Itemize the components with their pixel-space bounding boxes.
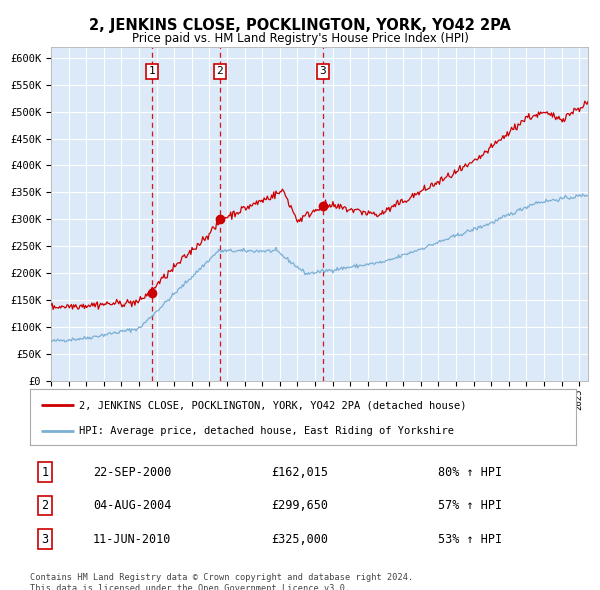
Text: 22-SEP-2000: 22-SEP-2000 [93,466,171,478]
Text: 2: 2 [41,499,49,512]
Text: 53% ↑ HPI: 53% ↑ HPI [438,533,502,546]
Text: Price paid vs. HM Land Registry's House Price Index (HPI): Price paid vs. HM Land Registry's House … [131,32,469,45]
Text: 57% ↑ HPI: 57% ↑ HPI [438,499,502,512]
Text: 1: 1 [149,67,155,76]
Text: 1: 1 [41,466,49,478]
Text: £325,000: £325,000 [271,533,329,546]
Text: 2, JENKINS CLOSE, POCKLINGTON, YORK, YO42 2PA: 2, JENKINS CLOSE, POCKLINGTON, YORK, YO4… [89,18,511,32]
Text: 04-AUG-2004: 04-AUG-2004 [93,499,171,512]
Text: 2: 2 [217,67,223,76]
Text: £299,650: £299,650 [271,499,329,512]
Text: Contains HM Land Registry data © Crown copyright and database right 2024.
This d: Contains HM Land Registry data © Crown c… [30,573,413,590]
Text: 3: 3 [41,533,49,546]
Text: 3: 3 [319,67,326,76]
Text: HPI: Average price, detached house, East Riding of Yorkshire: HPI: Average price, detached house, East… [79,427,454,437]
Text: 80% ↑ HPI: 80% ↑ HPI [438,466,502,478]
Text: £162,015: £162,015 [271,466,329,478]
Text: 2, JENKINS CLOSE, POCKLINGTON, YORK, YO42 2PA (detached house): 2, JENKINS CLOSE, POCKLINGTON, YORK, YO4… [79,400,467,410]
Text: 11-JUN-2010: 11-JUN-2010 [93,533,171,546]
